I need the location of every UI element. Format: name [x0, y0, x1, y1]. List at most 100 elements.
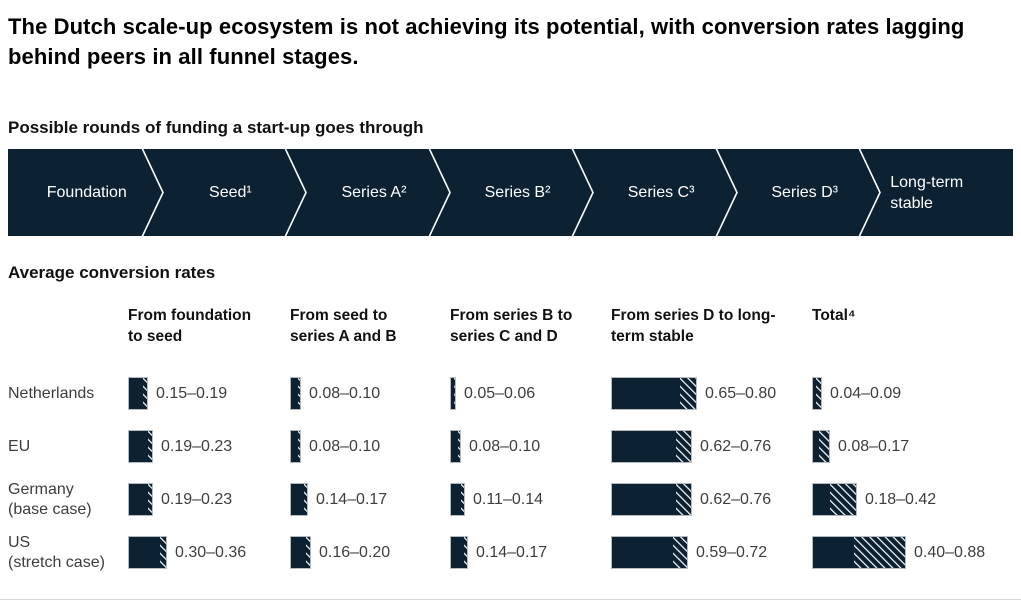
bar-hatch — [304, 484, 307, 515]
conversion-range: 0.08–0.10 — [309, 384, 381, 402]
table-row: US (stretch case) 0.30–0.36 0.16–0.20 0.1… — [0, 526, 1021, 579]
conversion-bar — [128, 536, 167, 569]
conversion-cell: 0.16–0.20 — [290, 536, 450, 569]
conversion-bar — [450, 536, 468, 569]
conversion-range: 0.59–0.72 — [696, 543, 768, 561]
conversion-cell: 0.08–0.10 — [290, 377, 450, 410]
bar-hatch — [854, 537, 905, 568]
conversion-bar — [128, 430, 153, 463]
bar-hatch — [819, 431, 829, 462]
conversion-cell: 0.62–0.76 — [611, 483, 812, 516]
conversion-range: 0.19–0.23 — [161, 437, 233, 455]
conversion-bar — [611, 483, 692, 516]
funnel-stage-series-a: Series A² — [284, 149, 439, 236]
conversion-cell: 0.18–0.42 — [812, 483, 1013, 516]
conversion-cell: 0.14–0.17 — [450, 536, 611, 569]
conversion-range: 0.08–0.10 — [309, 437, 381, 455]
conversion-range: 0.08–0.10 — [469, 437, 541, 455]
conversion-range: 0.16–0.20 — [319, 543, 391, 561]
table-row: EU 0.19–0.23 0.08–0.10 0.08–0.10 0.62–0.… — [0, 420, 1021, 473]
column-header: From seed to series A and B — [290, 307, 397, 345]
funnel-stage-series-d: Series D³ — [715, 149, 870, 236]
conversion-cell: 0.40–0.88 — [812, 536, 1013, 569]
conversion-range: 0.30–0.36 — [175, 543, 247, 561]
conversion-cell: 0.11–0.14 — [450, 483, 611, 516]
conversion-bar — [812, 483, 857, 516]
table-row: Netherlands 0.15–0.19 0.08–0.10 0.05–0.0… — [0, 367, 1021, 420]
conversion-cell: 0.08–0.10 — [450, 430, 611, 463]
conversion-bar — [290, 430, 301, 463]
conversion-table: From foundation to seed From seed to ser… — [0, 305, 1021, 579]
conversion-cell: 0.04–0.09 — [812, 377, 1013, 410]
funnel-stage-label: Long-term stable — [890, 173, 964, 212]
conversion-range: 0.15–0.19 — [156, 384, 228, 402]
funnel-stage-series-b: Series B² — [428, 149, 583, 236]
bar-hatch — [673, 537, 687, 568]
conversion-cell: 0.62–0.76 — [611, 430, 812, 463]
conversion-range: 0.19–0.23 — [161, 490, 233, 508]
conversion-bar — [611, 430, 692, 463]
bar-hatch — [306, 537, 310, 568]
conversion-cell: 0.15–0.19 — [128, 377, 290, 410]
conversion-cell: 0.14–0.17 — [290, 483, 450, 516]
conversion-range: 0.40–0.88 — [914, 543, 986, 561]
conversion-range: 0.18–0.42 — [865, 490, 937, 508]
funnel-stage-long-term-stable: Long-term stable — [859, 149, 1013, 236]
table-header-row: From foundation to seed From seed to ser… — [0, 305, 1021, 347]
conversion-cell: 0.05–0.06 — [450, 377, 611, 410]
conversion-bar — [290, 536, 311, 569]
conversion-range: 0.11–0.14 — [473, 490, 543, 508]
bar-hatch — [148, 431, 152, 462]
conversion-bar — [450, 377, 456, 410]
conversion-range: 0.05–0.06 — [464, 384, 536, 402]
funnel-stage-foundation: Foundation — [8, 149, 152, 236]
bar-hatch — [298, 431, 300, 462]
row-label: EU — [8, 437, 31, 455]
conversion-range: 0.14–0.17 — [476, 543, 548, 561]
conversion-range: 0.04–0.09 — [830, 384, 902, 402]
conversion-bar — [290, 377, 301, 410]
column-header: From foundation to seed — [128, 307, 252, 345]
funnel-stage-label: Seed¹ — [209, 184, 252, 201]
conversion-range: 0.62–0.76 — [700, 490, 772, 508]
conversion-bar — [128, 483, 153, 516]
funnel-stage-label: Series B² — [484, 184, 551, 201]
bar-hatch — [830, 484, 856, 515]
bar-hatch — [458, 431, 460, 462]
conversion-bar — [450, 430, 461, 463]
conversion-bar — [290, 483, 308, 516]
column-header: From series B to series C and D — [450, 307, 573, 345]
funnel-stage-label: Series D³ — [771, 184, 839, 201]
conversion-bar — [450, 483, 465, 516]
conversion-cell: 0.19–0.23 — [128, 483, 290, 516]
conversion-range: 0.14–0.17 — [316, 490, 388, 508]
conversion-cell: 0.65–0.80 — [611, 377, 812, 410]
row-label: Germany (base case) — [8, 480, 92, 518]
conversion-range: 0.62–0.76 — [700, 437, 772, 455]
funnel-stage-seed: Seed¹ — [141, 149, 296, 236]
funnel-stage-label: Foundation — [46, 184, 127, 201]
row-label: Netherlands — [8, 384, 95, 402]
conversion-table-heading: Average conversion rates — [8, 263, 216, 282]
bar-hatch — [148, 484, 152, 515]
conversion-range: 0.08–0.17 — [838, 437, 910, 455]
page-title: The Dutch scale-up ecosystem is not achi… — [8, 14, 965, 69]
conversion-cell: 0.59–0.72 — [611, 536, 812, 569]
bar-hatch — [454, 378, 455, 409]
bar-hatch — [461, 484, 464, 515]
row-label: US (stretch case) — [8, 533, 105, 571]
bar-hatch — [816, 378, 821, 409]
funding-funnel-bar: Foundation Seed¹ Series A² Series B² Ser… — [8, 149, 1013, 236]
column-header: Total⁴ — [812, 307, 856, 324]
bar-hatch — [464, 537, 467, 568]
conversion-cell: 0.08–0.17 — [812, 430, 1013, 463]
exhibit-page: The Dutch scale-up ecosystem is not achi… — [0, 12, 1021, 602]
bar-hatch — [143, 378, 147, 409]
bar-hatch — [676, 484, 691, 515]
funnel-stage-label: Series A² — [341, 184, 407, 201]
conversion-bar — [812, 536, 906, 569]
table-row: Germany (base case) 0.19–0.23 0.14–0.17 0… — [0, 473, 1021, 526]
conversion-bar — [812, 430, 830, 463]
conversion-cell: 0.19–0.23 — [128, 430, 290, 463]
conversion-range: 0.65–0.80 — [705, 384, 777, 402]
